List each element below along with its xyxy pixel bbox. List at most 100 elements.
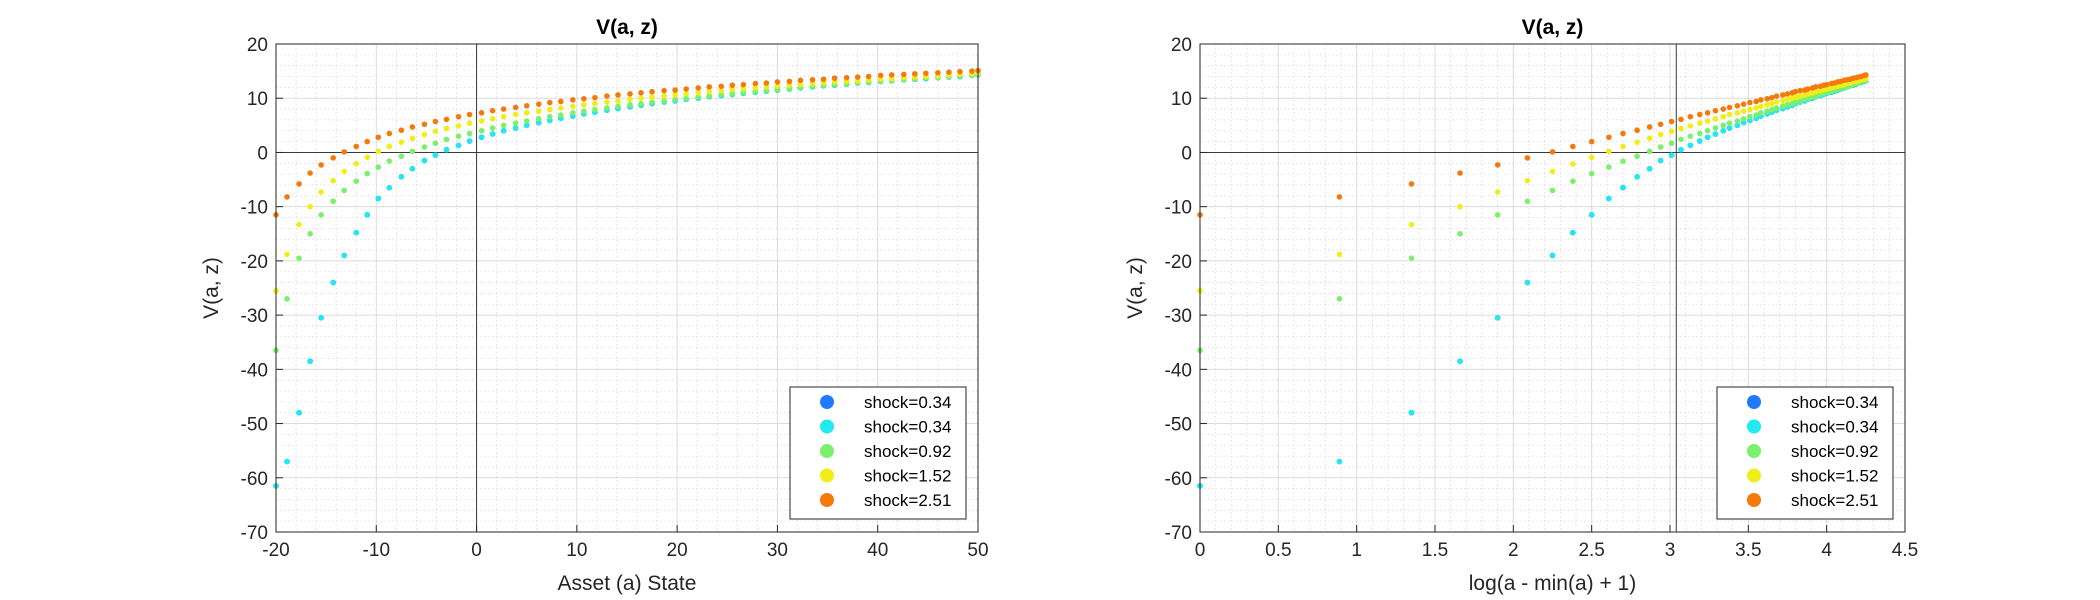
data-point — [1336, 458, 1343, 465]
legend: shock=0.34 shock=0.34 shock=0.92 shock=1.52… — [1716, 386, 1894, 520]
data-point — [820, 76, 827, 83]
legend-entry: shock=1.52 — [1791, 467, 1878, 486]
legend-entry: shock=0.34 — [864, 393, 951, 412]
data-point — [672, 92, 678, 98]
data-point — [409, 148, 416, 155]
legend-marker — [820, 468, 834, 483]
data-point — [1606, 195, 1612, 202]
data-point — [375, 164, 382, 170]
data-point — [1588, 154, 1595, 161]
data-point — [1524, 279, 1531, 286]
data-point — [581, 108, 587, 115]
data-point — [1570, 143, 1576, 150]
data-point — [1494, 189, 1501, 195]
data-point — [1696, 111, 1703, 118]
data-point — [284, 194, 290, 200]
data-point — [1696, 138, 1703, 144]
data-point — [1646, 148, 1653, 155]
data-point — [1764, 101, 1770, 108]
data-point — [1646, 165, 1653, 172]
data-point — [683, 86, 689, 92]
data-point — [672, 87, 678, 93]
data-point — [466, 111, 473, 118]
y-axis-label: V(a, z) — [200, 257, 223, 319]
legend-marker — [820, 419, 834, 434]
y-tick-label: -50 — [1165, 415, 1192, 436]
data-point — [969, 68, 975, 74]
y-tick-label: -60 — [241, 469, 268, 490]
data-point — [478, 127, 485, 134]
data-point — [638, 100, 644, 107]
data-point — [421, 157, 428, 164]
data-point — [1758, 110, 1764, 116]
x-tick-label: 0.5 — [1265, 540, 1291, 561]
legend-marker — [1747, 444, 1761, 458]
data-point — [398, 127, 405, 134]
data-point — [1747, 99, 1753, 106]
data-point — [1784, 91, 1791, 97]
data-point — [1620, 130, 1626, 137]
axes-box — [275, 43, 979, 533]
data-point — [318, 315, 324, 321]
data-point — [1769, 106, 1775, 113]
data-point — [409, 124, 416, 130]
data-point — [284, 251, 290, 258]
data-point — [661, 93, 667, 99]
data-point — [570, 97, 576, 103]
legend-marker — [820, 493, 834, 507]
data-point — [1747, 106, 1753, 113]
data-point — [364, 138, 371, 145]
data-point — [1747, 113, 1753, 120]
data-point — [1687, 123, 1694, 129]
data-point — [421, 121, 428, 128]
data-point — [1734, 103, 1741, 109]
data-point — [523, 118, 530, 124]
y-tick-label: -50 — [241, 415, 268, 436]
x-tick-label: 0 — [471, 540, 482, 561]
data-point — [615, 92, 621, 98]
y-tick-label: 10 — [247, 89, 268, 110]
data-point — [1734, 118, 1741, 124]
data-point — [1784, 96, 1791, 103]
data-point — [1606, 164, 1612, 170]
data-point — [1740, 116, 1747, 122]
data-point — [500, 113, 507, 120]
chart-2: 0 0.5 1 1.5 2 2.5 3 3.5 4 4.5 -70 -60 -50 -40 -30 -20 -1… — [1124, 16, 1918, 595]
legend-entry: shock=0.92 — [1791, 442, 1878, 461]
data-point — [1805, 86, 1811, 92]
legend-box — [1716, 386, 1894, 520]
data-point — [774, 83, 781, 90]
data-point — [432, 118, 439, 125]
data-point — [1646, 124, 1653, 130]
data-point — [1588, 170, 1595, 177]
data-point — [1494, 162, 1501, 168]
axes-box — [1199, 43, 1906, 533]
data-point — [1797, 98, 1803, 104]
data-point — [558, 105, 564, 111]
data-point — [375, 134, 382, 141]
data-point — [1792, 99, 1799, 105]
data-point — [523, 110, 530, 116]
data-point — [432, 152, 439, 158]
data-point — [1570, 161, 1576, 167]
x-tick-label: 50 — [967, 540, 988, 561]
data-point — [615, 103, 621, 110]
legend-marker — [1747, 395, 1761, 409]
data-point — [455, 123, 462, 129]
data-point — [1668, 152, 1675, 158]
data-point — [1726, 104, 1733, 111]
data-point — [592, 106, 598, 113]
data-point — [1753, 98, 1759, 105]
legend-entry: shock=2.51 — [864, 491, 951, 510]
data-point — [1696, 130, 1703, 137]
data-point — [375, 195, 382, 202]
data-point — [1720, 113, 1727, 120]
data-point — [649, 99, 655, 105]
y-tick-label: 20 — [1171, 35, 1192, 56]
y-tick-label: -30 — [1165, 306, 1192, 327]
data-point — [683, 91, 689, 97]
data-point — [443, 136, 450, 143]
data-point — [695, 85, 702, 91]
data-point — [500, 122, 507, 129]
x-tick-label: 1.5 — [1422, 540, 1448, 561]
